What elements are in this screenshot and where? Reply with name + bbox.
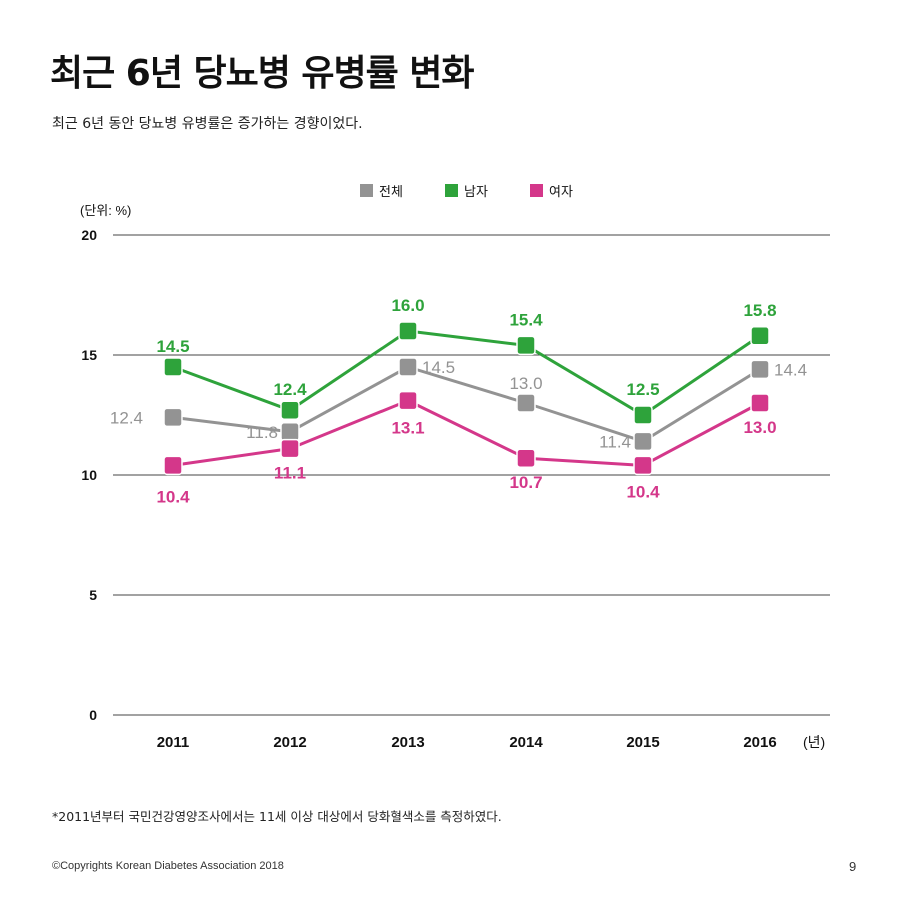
legend-label: 전체	[379, 184, 403, 199]
data-point	[750, 359, 770, 380]
copyright: ©Copyrights Korean Diabetes Association …	[52, 860, 284, 872]
y-tick-label: 15	[81, 347, 97, 363]
data-point	[163, 455, 183, 476]
data-point	[516, 393, 536, 413]
data-label: 14.5	[156, 337, 189, 356]
data-point	[398, 357, 418, 377]
data-label: 15.4	[509, 310, 543, 329]
data-point	[633, 455, 653, 476]
y-tick-label: 5	[89, 587, 97, 603]
data-point	[750, 393, 770, 413]
legend-swatch	[445, 184, 458, 197]
page-number: 9	[849, 859, 857, 874]
series-lines	[172, 329, 761, 467]
data-point	[516, 335, 536, 356]
y-axis-ticks: 0 5 10 15 20	[81, 227, 97, 723]
data-label: 13.0	[743, 418, 776, 437]
data-point	[280, 438, 300, 459]
data-point	[398, 390, 418, 411]
legend-swatch	[360, 184, 373, 197]
data-point	[398, 321, 418, 341]
data-point	[633, 431, 653, 452]
legend-label: 남자	[464, 184, 488, 199]
data-label: 10.4	[626, 482, 660, 501]
data-label: 11.1	[274, 464, 306, 483]
data-labels: 12.4 11.8 14.5 13.0 11.4 14.4 14.5 12.4 16.0 15.4…	[110, 296, 807, 506]
x-tick-label: 2011	[157, 734, 190, 751]
y-tick-label: 10	[81, 467, 97, 483]
data-label: 16.0	[391, 296, 424, 315]
data-label: 11.4	[599, 432, 631, 451]
legend-swatch	[530, 184, 543, 197]
y-axis-label: (단위: %)	[80, 203, 131, 218]
data-label: 15.8	[743, 301, 776, 320]
data-label: 13.1	[391, 419, 424, 438]
data-point	[516, 448, 536, 468]
y-tick-label: 0	[89, 707, 97, 723]
y-tick-label: 20	[81, 227, 97, 243]
data-label: 14.4	[774, 360, 807, 379]
data-label: 10.7	[509, 473, 542, 492]
data-point	[280, 422, 300, 442]
prevalence-line-chart: 0 5 10 15 20 2011 2012 2013 2014 2015 2016 12.4 11…	[80, 184, 830, 751]
page-title: 최근 6년 당뇨병 유병률 변화	[50, 53, 475, 94]
data-label: 14.5	[422, 358, 455, 377]
data-point	[163, 357, 183, 377]
footnote: *2011년부터 국민건강영양조사에서는 11세 이상 대상에서 당화혈색소를 …	[52, 809, 502, 824]
data-label: 12.4	[110, 408, 143, 427]
series-markers	[163, 321, 770, 476]
x-tick-label: 2013	[391, 734, 424, 751]
data-label: 11.8	[246, 423, 278, 442]
legend-label: 여자	[549, 184, 573, 199]
chart-grid	[113, 234, 830, 716]
page-subtitle: 최근 6년 동안 당뇨병 유병률은 증가하는 경향이었다.	[52, 116, 363, 132]
data-label: 10.4	[156, 487, 190, 506]
series-line	[172, 399, 761, 467]
x-axis-unit-label: (년)	[803, 734, 825, 750]
data-point	[163, 407, 183, 428]
x-tick-label: 2015	[626, 734, 659, 751]
series-line	[172, 329, 761, 417]
x-tick-label: 2014	[509, 734, 543, 751]
x-tick-label: 2012	[273, 734, 306, 751]
data-label: 13.0	[509, 374, 542, 393]
data-label: 12.4	[273, 380, 307, 399]
x-tick-label: 2016	[743, 734, 776, 751]
data-point	[280, 400, 300, 420]
data-point	[633, 405, 653, 425]
x-axis-ticks: 2011 2012 2013 2014 2015 2016	[157, 734, 777, 751]
series-line	[172, 365, 761, 443]
data-point	[750, 326, 770, 346]
data-label: 12.5	[626, 380, 659, 399]
chart-legend: 전체 남자 여자	[360, 184, 573, 199]
